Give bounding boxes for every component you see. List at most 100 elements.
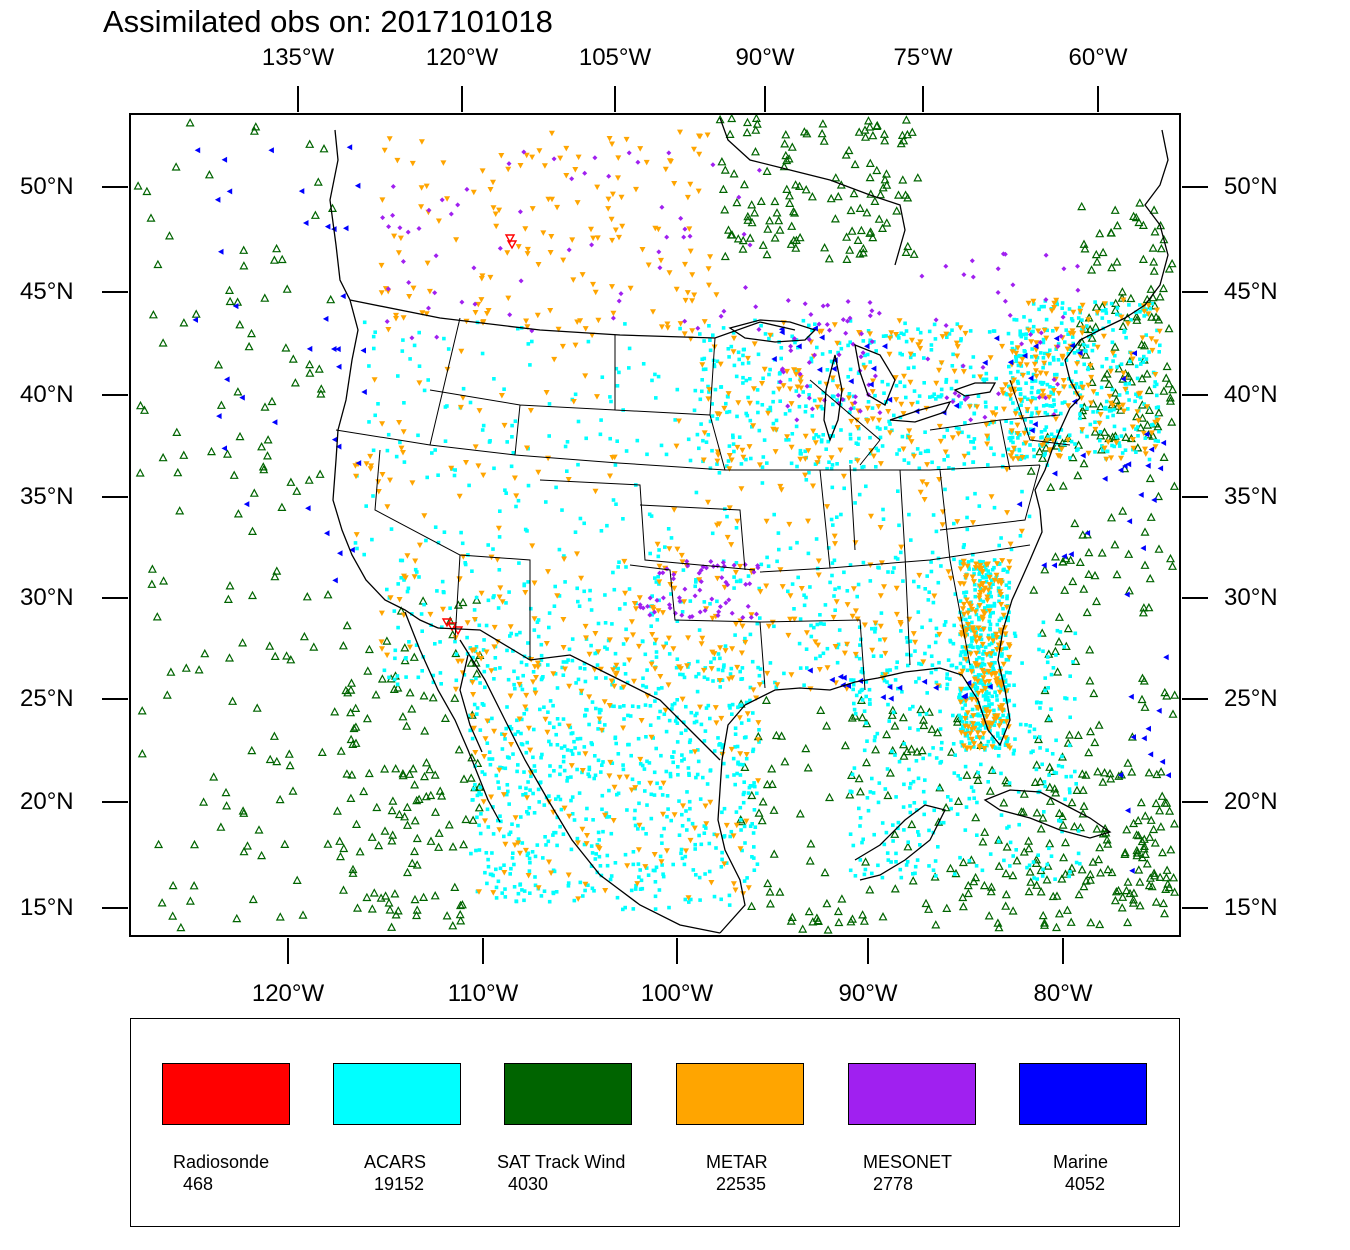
acars-marker	[750, 855, 754, 859]
metar-marker	[1021, 430, 1028, 437]
sat-track-wind-marker	[466, 658, 476, 667]
acars-marker	[1013, 408, 1018, 413]
acars-marker	[496, 818, 500, 823]
acars-marker	[607, 815, 612, 819]
metar-marker	[1010, 456, 1017, 462]
acars-marker	[605, 863, 610, 868]
acars-marker	[739, 818, 743, 822]
acars-marker	[906, 366, 911, 370]
acars-marker	[796, 575, 800, 580]
metar-marker	[677, 321, 684, 327]
marine-marker	[1125, 807, 1131, 814]
metar-marker	[1060, 378, 1067, 384]
metar-marker	[797, 456, 804, 463]
acars-marker	[494, 867, 498, 872]
sat-track-wind-marker	[756, 196, 766, 205]
metar-marker	[793, 371, 800, 378]
acars-marker	[850, 772, 855, 777]
acars-marker	[506, 677, 511, 682]
acars-marker	[533, 854, 538, 859]
acars-marker	[613, 463, 618, 467]
acars-marker	[825, 368, 830, 372]
metar-marker	[523, 318, 530, 324]
metar-marker	[933, 380, 940, 387]
acars-marker	[675, 721, 680, 725]
acars-marker	[1107, 320, 1111, 324]
acars-marker	[498, 866, 503, 871]
sat-track-wind-marker	[890, 829, 900, 838]
acars-marker	[462, 673, 467, 677]
acars-marker	[656, 574, 660, 579]
acars-marker	[1049, 672, 1054, 677]
metar-marker	[378, 262, 385, 269]
acars-marker	[486, 598, 491, 603]
metar-marker	[615, 155, 622, 161]
acars-marker	[590, 700, 595, 704]
metar-marker	[560, 617, 567, 623]
metar-marker	[997, 578, 1004, 584]
acars-marker	[795, 464, 799, 469]
acars-marker	[485, 664, 490, 668]
mesonet-marker	[843, 330, 849, 336]
acars-marker	[1010, 435, 1015, 440]
metar-marker	[482, 736, 489, 742]
acars-marker	[894, 851, 898, 856]
sat-track-wind-marker	[842, 254, 852, 263]
sat-track-wind-marker	[444, 820, 454, 829]
sat-track-wind-marker	[1165, 393, 1175, 402]
acars-marker	[739, 828, 743, 832]
metar-marker	[642, 864, 649, 870]
acars-marker	[977, 572, 981, 576]
acars-marker	[692, 720, 697, 725]
metar-marker	[832, 541, 838, 547]
acars-marker	[522, 898, 526, 903]
acars-marker	[440, 625, 444, 629]
acars-marker	[1003, 685, 1008, 689]
acars-marker	[1054, 738, 1058, 743]
acars-marker	[828, 580, 832, 585]
metar-marker	[878, 560, 885, 566]
sat-track-wind-marker	[1037, 628, 1047, 637]
acars-marker	[505, 783, 510, 787]
acars-marker	[516, 837, 521, 841]
acars-marker	[563, 444, 568, 449]
acars-marker	[830, 561, 835, 565]
marine-marker	[1130, 734, 1136, 741]
marine-marker	[880, 694, 886, 701]
acars-marker	[1010, 341, 1014, 345]
sat-track-wind-marker	[466, 773, 476, 782]
metar-marker	[700, 667, 707, 674]
acars-marker	[941, 820, 946, 825]
acars-marker	[1078, 393, 1083, 397]
acars-marker	[945, 676, 949, 680]
sat-track-wind-marker	[1106, 513, 1117, 522]
sat-track-wind-marker	[1140, 811, 1150, 820]
acars-marker	[1037, 633, 1042, 638]
marine-marker	[1084, 530, 1091, 537]
acars-marker	[633, 823, 638, 828]
acars-marker	[1037, 647, 1041, 652]
sat-track-wind-marker	[871, 745, 881, 754]
metar-marker	[759, 381, 765, 387]
acars-marker	[809, 356, 814, 361]
acars-marker	[886, 858, 891, 862]
acars-marker	[680, 812, 684, 817]
metar-marker	[554, 204, 561, 211]
acars-marker	[848, 436, 853, 441]
acars-marker	[673, 418, 677, 422]
acars-marker	[958, 777, 963, 781]
sat-track-wind-marker	[1104, 379, 1114, 388]
sat-track-wind-marker	[302, 592, 312, 601]
acars-marker	[857, 492, 862, 497]
marine-marker	[1140, 545, 1146, 552]
metar-marker	[728, 746, 735, 753]
acars-marker	[990, 567, 995, 572]
metar-marker	[1031, 361, 1038, 368]
mesonet-marker	[1051, 377, 1057, 383]
metar-marker	[786, 521, 793, 528]
acars-marker	[573, 530, 578, 534]
acars-marker	[641, 362, 646, 366]
acars-marker	[975, 693, 979, 697]
sat-track-wind-marker	[1090, 427, 1100, 436]
acars-marker	[603, 621, 608, 625]
